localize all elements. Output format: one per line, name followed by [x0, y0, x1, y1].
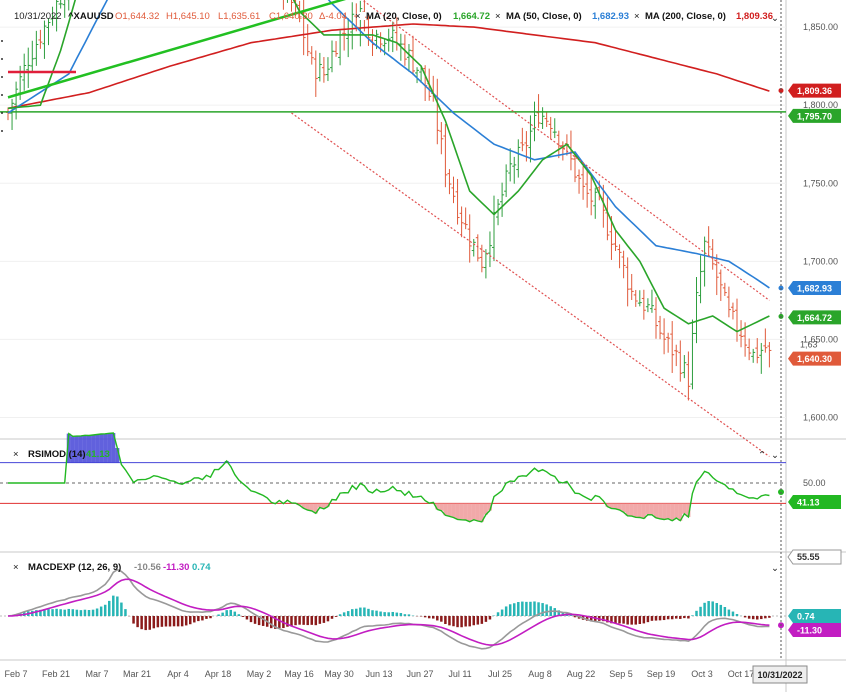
rsi-title: RSIMOD (14) — [28, 449, 86, 460]
close-badge-bg — [788, 351, 841, 366]
ma50-legend-x[interactable]: × — [495, 11, 501, 22]
header-low: L1,635.61 — [218, 11, 260, 22]
x-tick-label: Sep 19 — [647, 669, 676, 679]
ma200-badge-text: 1,809.36 — [797, 86, 832, 96]
ma200-line — [7, 23, 770, 110]
rsi-50-label: 50.00 — [803, 478, 826, 488]
ma20-badge-bg — [788, 310, 841, 325]
x-tick-label: Apr 18 — [205, 669, 232, 679]
ma20-line — [7, 0, 770, 333]
macd-signal-value: -11.30 — [163, 562, 189, 573]
rsi-badge-text: 41.13 — [797, 498, 820, 508]
cursor-date-tag-text: 10/31/2022 — [757, 670, 802, 680]
x-tick-label: Mar 7 — [85, 669, 108, 679]
rsi-expand-icon[interactable]: ⌄ — [771, 450, 779, 461]
ma20-legend-swatch — [357, 12, 365, 20]
trend-line-green — [7, 0, 347, 99]
macd-value: -10.56 — [134, 562, 161, 573]
macd-title: MACDEXP (12, 26, 9) — [28, 562, 121, 573]
hline-badge-text: 1,795.70 — [797, 111, 832, 121]
close-partial-label: 1,63 — [800, 340, 818, 350]
left-toolbar-dots — [1, 40, 3, 132]
x-tick-label: Jun 27 — [406, 669, 433, 679]
macd-collapse-icon[interactable]: ⌄ — [771, 563, 779, 574]
x-tick-label: May 30 — [324, 669, 354, 679]
price-pane-chevron-icon[interactable]: ⌄ — [771, 13, 779, 24]
macd-hist-value: 0.74 — [192, 562, 211, 573]
ma50-legend-label: MA (50, Close, 0) — [506, 11, 582, 22]
rsi-value: 41.13 — [86, 449, 110, 460]
price-tick-label: 1,650.00 — [803, 334, 838, 344]
price-tick-label: 1,700.00 — [803, 256, 838, 266]
price-tick-label: 1,800.00 — [803, 100, 838, 110]
ma200-legend-value: 1,809.36 — [736, 11, 773, 22]
rsi-overbought-fill — [66, 432, 229, 463]
channel-lower-line — [291, 112, 770, 458]
ma200-badge-bg — [788, 83, 841, 98]
price-pane[interactable] — [0, 0, 786, 458]
x-tick-label: Feb 21 — [42, 669, 70, 679]
ma20-legend-label: MA (20, Close, 0) — [366, 11, 442, 22]
ma50-line — [7, 0, 770, 289]
close-badge-text: 1,640.30 — [797, 354, 832, 364]
header-symbol: ^XAUUSD — [68, 11, 114, 22]
ma200-legend-label: MA (200, Close, 0) — [645, 11, 726, 22]
x-tick-label: Mar 21 — [123, 669, 151, 679]
price-tick-label: 1,600.00 — [803, 413, 838, 423]
price-tick-label: 1,850.00 — [803, 22, 838, 32]
macd-hist-badge-text: 0.74 — [797, 612, 815, 622]
rsi-collapse-icon[interactable]: ⌃ — [758, 450, 766, 461]
macd-hist-badge-bg — [788, 609, 841, 623]
rsi-line — [8, 432, 770, 523]
x-tick-label: May 16 — [284, 669, 314, 679]
ma20-badge-text: 1,664.72 — [797, 313, 832, 323]
x-tick-label: Aug 22 — [567, 669, 596, 679]
header-date: 10/31/2022 — [14, 11, 62, 22]
pane-scale-badge-bg — [787, 549, 842, 565]
macd-pane[interactable] — [0, 568, 786, 650]
x-tick-label: May 2 — [247, 669, 272, 679]
header-change: Δ-4.04 — [319, 11, 347, 22]
ma20-legend-value: 1,664.72 — [453, 11, 490, 22]
macd-signal-badge-text: -11.30 — [797, 626, 822, 636]
ma200-legend-x[interactable]: × — [634, 11, 640, 22]
macd-pane-close-icon[interactable]: × — [13, 562, 19, 573]
pane-scale-badge-text: 55.55 — [797, 552, 820, 562]
rsi-pane[interactable] — [0, 432, 786, 523]
ma20-legend-x[interactable]: × — [355, 11, 361, 22]
x-tick-label: Apr 4 — [167, 669, 189, 679]
rsi-oversold-fill — [273, 503, 691, 522]
macd-signal-badge-bg — [788, 623, 841, 637]
x-tick-label: Jul 11 — [448, 669, 471, 679]
rsi-badge-bg — [788, 495, 841, 510]
ma50-badge-bg — [788, 280, 841, 295]
ma50-legend-value: 1,682.93 — [592, 11, 629, 22]
header-high: H1,645.10 — [166, 11, 210, 22]
x-tick-label: Jun 13 — [365, 669, 392, 679]
cursor-date-tag-bg — [752, 665, 808, 684]
ma50-badge-text: 1,682.93 — [797, 283, 832, 293]
hline-badge-bg — [788, 108, 841, 123]
x-tick-label: Aug 8 — [528, 669, 552, 679]
x-tick-label: Oct 17 — [728, 669, 755, 679]
macd-signal-line — [7, 578, 770, 646]
x-tick-label: Oct 3 — [691, 669, 713, 679]
x-tick-label: Sep 5 — [609, 669, 633, 679]
x-tick-label: Jul 25 — [488, 669, 512, 679]
rsi-pane-close-icon[interactable]: × — [13, 449, 19, 460]
x-tick-label: Feb 7 — [4, 669, 27, 679]
channel-upper-line — [361, 0, 770, 301]
macd-line — [7, 568, 770, 650]
header-close: C1,640.30 — [269, 11, 313, 22]
header-open: O1,644.32 — [115, 11, 159, 22]
axis-labels: 1,600.00 1,650.00 1,700.00 1,750.00 1,800.00… — [4, 0, 842, 684]
price-tick-label: 1,750.00 — [803, 178, 838, 188]
price-gridlines — [0, 26, 786, 418]
